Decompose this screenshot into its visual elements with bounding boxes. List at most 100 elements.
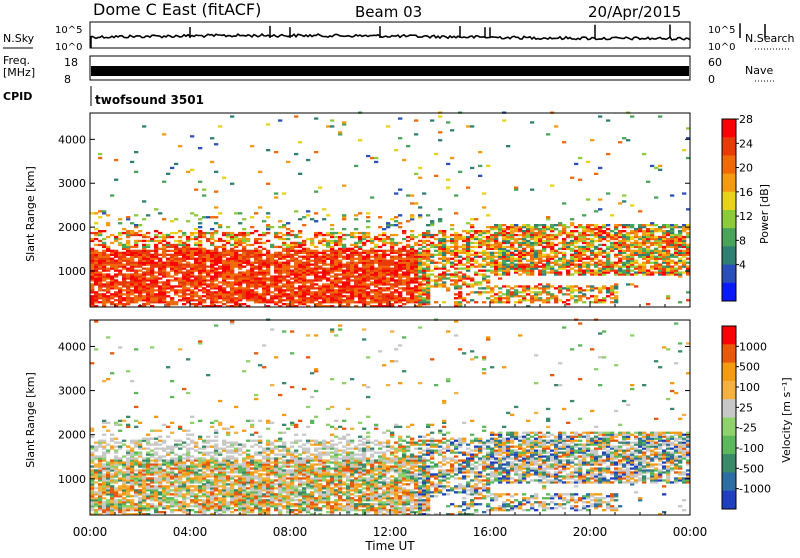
power-cell — [170, 254, 174, 256]
power-cell — [442, 285, 446, 287]
power-cell — [574, 236, 578, 238]
power-cell — [458, 238, 462, 240]
power-cell — [242, 303, 246, 305]
power-cell — [146, 268, 150, 270]
power-cell — [330, 285, 334, 287]
velocity-cell — [154, 457, 158, 459]
power-cell — [254, 293, 258, 295]
power-cell — [470, 264, 474, 266]
power-cell — [326, 299, 330, 301]
power-cell — [174, 258, 178, 260]
velocity-cell — [178, 487, 182, 489]
power-cell — [570, 268, 574, 270]
power-cell — [374, 268, 378, 270]
power-cell — [130, 285, 134, 287]
power-cell — [586, 250, 590, 252]
power-cell — [618, 246, 622, 248]
velocity-cell — [118, 424, 122, 426]
power-cell — [290, 242, 294, 244]
power-cell — [618, 224, 622, 226]
power-cell — [210, 236, 214, 238]
power-cell — [430, 270, 434, 272]
power-cell — [442, 266, 446, 268]
velocity-cell — [90, 446, 94, 448]
power-cell — [310, 238, 314, 240]
power-cell — [582, 234, 586, 236]
power-cell — [318, 266, 322, 268]
velocity-cell — [182, 473, 186, 475]
velocity-cell — [174, 459, 178, 461]
power-cell — [130, 289, 134, 291]
velocity-cell — [142, 463, 146, 465]
power-cell — [530, 266, 534, 268]
power-cell — [190, 285, 194, 287]
power-cell — [190, 303, 194, 305]
power-cell — [166, 234, 170, 236]
velocity-cell — [162, 493, 166, 495]
power-cell — [250, 283, 254, 285]
power-cell — [650, 244, 654, 246]
power-cell — [682, 238, 686, 240]
velocity-cell — [174, 499, 178, 501]
power-cell — [422, 270, 426, 272]
velocity-cell — [118, 446, 122, 448]
velocity-cell — [162, 505, 166, 507]
power-cell — [470, 218, 474, 220]
power-cell — [538, 273, 542, 275]
power-cell — [326, 214, 330, 216]
velocity-cell — [138, 452, 142, 454]
power-cell — [590, 244, 594, 246]
power-cell — [654, 236, 658, 238]
velocity-cell — [118, 479, 122, 481]
power-cell — [214, 206, 218, 208]
power-cell — [450, 283, 454, 285]
power-cell — [390, 246, 394, 248]
power-cell — [634, 246, 638, 248]
power-cell — [342, 121, 346, 123]
power-cell — [206, 252, 210, 254]
velocity-cell — [170, 432, 174, 434]
velocity-cell — [142, 457, 146, 459]
velocity-cell — [102, 503, 106, 505]
power-cell — [454, 250, 458, 252]
power-cell — [398, 297, 402, 299]
power-cell — [194, 252, 198, 254]
power-cell — [514, 254, 518, 256]
power-cell — [382, 270, 386, 272]
velocity-cell — [178, 481, 182, 483]
power-cell — [234, 297, 238, 299]
power-cell — [406, 145, 410, 147]
power-cell — [306, 273, 310, 275]
power-cell — [94, 234, 98, 236]
power-cell — [650, 250, 654, 252]
power-cell — [206, 258, 210, 260]
power-cell — [430, 222, 434, 224]
power-cell — [158, 273, 162, 275]
power-cell — [202, 234, 206, 236]
velocity-cell — [94, 501, 98, 503]
power-cell — [578, 232, 582, 234]
power-cell — [330, 293, 334, 295]
power-cell — [278, 266, 282, 268]
power-cell — [326, 301, 330, 303]
velocity-cell — [102, 507, 106, 509]
power-cell — [342, 250, 346, 252]
power-cell — [582, 258, 586, 260]
power-cell — [534, 244, 538, 246]
power-cell — [294, 299, 298, 301]
power-cell — [322, 218, 326, 220]
power-cell — [422, 297, 426, 299]
power-cell — [506, 260, 510, 262]
velocity-cell — [90, 448, 94, 450]
velocity-cell — [150, 507, 154, 509]
power-cell — [186, 244, 190, 246]
power-cell — [374, 275, 378, 277]
power-cell — [666, 262, 670, 264]
power-cell — [542, 250, 546, 252]
power-cell — [354, 281, 358, 283]
power-cell — [374, 291, 378, 293]
power-cell — [286, 260, 290, 262]
power-cell — [566, 226, 570, 228]
power-cell — [286, 232, 290, 234]
power-cell — [182, 303, 186, 305]
